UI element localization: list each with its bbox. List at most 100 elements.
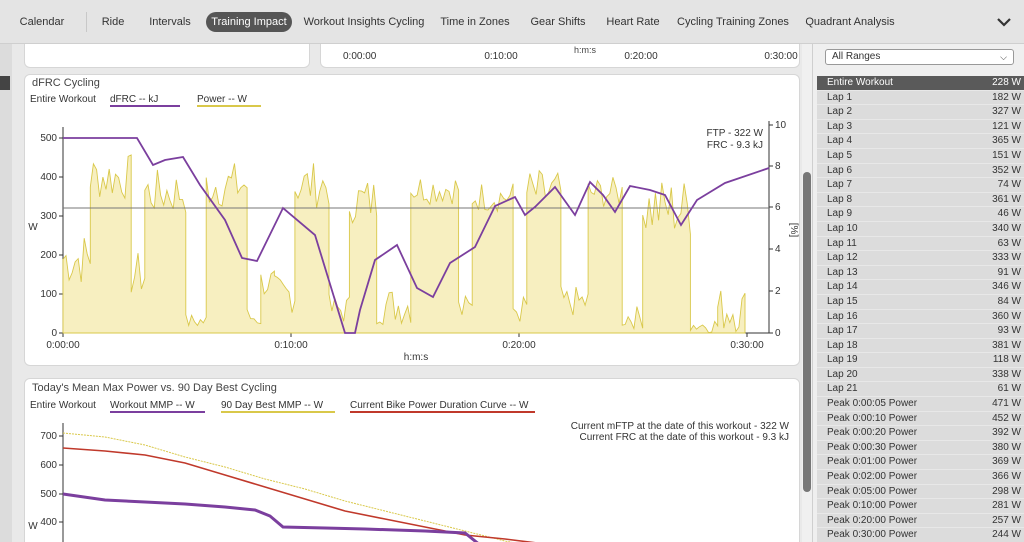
range-list-item[interactable]: Lap 6 352 W xyxy=(817,163,1024,179)
range-select-value: All Ranges xyxy=(832,51,881,62)
tab-training-impact[interactable]: Training Impact xyxy=(206,12,292,32)
y-right-tick-label: 4 xyxy=(775,244,781,255)
mmp-chart: Today's Mean Max Power vs. 90 Day Best C… xyxy=(28,382,790,542)
range-list-item[interactable]: Lap 5 151 W xyxy=(817,148,1024,164)
range-list-item[interactable]: Peak 0:10:00 Power 281 W xyxy=(817,499,1024,514)
range-item-label: Lap 3 xyxy=(827,120,853,132)
legend-dfrc: dFRC -- kJ xyxy=(110,94,158,105)
range-list-item[interactable]: Lap 1 182 W xyxy=(817,90,1024,106)
range-list-item[interactable]: Lap 9 46 W xyxy=(817,207,1024,222)
dfrc-title: dFRC Cycling xyxy=(32,77,100,89)
range-list-item[interactable]: Lap 12 333 W xyxy=(817,251,1024,266)
tab-quadrant-analysis[interactable]: Quadrant Analysis xyxy=(805,16,895,28)
range-item-value: 471 W xyxy=(992,398,1021,410)
range-list-item[interactable]: Peak 0:30:00 Power 244 W xyxy=(817,528,1024,542)
range-item-value: 61 W xyxy=(997,383,1021,395)
range-list-item[interactable]: Entire Workout 228 W xyxy=(817,76,1024,91)
tab-ride[interactable]: Ride xyxy=(101,16,125,28)
range-item-label: Peak 0:05:00 Power xyxy=(827,485,918,497)
range-list-item[interactable]: Lap 8 361 W xyxy=(817,192,1024,208)
legend-power-duration-curve: Current Bike Power Duration Curve -- W xyxy=(350,400,529,411)
range-item-label: Lap 19 xyxy=(827,354,858,366)
range-list-item[interactable]: Lap 20 338 W xyxy=(817,367,1024,383)
frc-annotation: Current FRC at the date of this workout … xyxy=(579,432,789,443)
tab-separator xyxy=(86,12,87,32)
range-list-item[interactable]: Lap 4 365 W xyxy=(817,134,1024,149)
top-x-tick: 0:10:00 xyxy=(484,51,518,62)
range-select[interactable]: All Ranges ⌵ xyxy=(825,49,1014,65)
range-list-item[interactable]: Lap 3 121 W xyxy=(817,119,1024,135)
mmp-y-tick-label: 600 xyxy=(40,460,57,471)
range-list-item[interactable]: Lap 7 74 W xyxy=(817,178,1024,193)
range-list-item[interactable]: Peak 0:01:00 Power 369 W xyxy=(817,455,1024,471)
dfrc-chart: dFRC Cycling Entire Workout dFRC -- kJ P… xyxy=(28,77,799,363)
tab-time-in-zones[interactable]: Time in Zones xyxy=(440,16,510,28)
power-duration-curve-series xyxy=(62,447,536,542)
range-list-item[interactable]: Lap 13 91 W xyxy=(817,265,1024,281)
tab-intervals[interactable]: Intervals xyxy=(149,16,191,28)
range-item-value: 151 W xyxy=(992,149,1021,161)
range-item-label: Lap 6 xyxy=(827,164,853,176)
range-item-value: 360 W xyxy=(992,310,1021,322)
tab-heart-rate[interactable]: Heart Rate xyxy=(606,16,660,28)
range-item-label: Lap 2 xyxy=(827,106,853,118)
range-list-item[interactable]: Peak 0:00:05 Power 471 W xyxy=(817,397,1024,412)
range-list-item[interactable]: Lap 11 63 W xyxy=(817,236,1024,252)
range-item-label: Entire Workout xyxy=(827,77,893,88)
90day-best-mmp-series xyxy=(62,432,513,542)
collapse-handle[interactable] xyxy=(0,76,10,90)
chevron-down-icon[interactable] xyxy=(994,12,1014,32)
range-list-item[interactable]: Peak 0:00:10 Power 452 W xyxy=(817,411,1024,427)
tab-workout-insights-cycling[interactable]: Workout Insights Cycling xyxy=(303,16,425,28)
range-item-label: Peak 0:00:30 Power xyxy=(827,441,918,453)
range-item-label: Peak 0:20:00 Power xyxy=(827,514,918,526)
range-list-item[interactable]: Peak 0:05:00 Power 298 W xyxy=(817,484,1024,500)
range-item-label: Lap 14 xyxy=(827,281,858,293)
range-item-label: Lap 21 xyxy=(827,383,858,395)
power-series xyxy=(62,154,746,334)
range-item-value: 333 W xyxy=(992,252,1021,264)
range-list-item[interactable]: Peak 0:00:20 Power 392 W xyxy=(817,426,1024,441)
range-list-item[interactable]: Peak 0:20:00 Power 257 W xyxy=(817,513,1024,529)
range-item-label: Lap 10 xyxy=(827,222,858,234)
range-item-value: 281 W xyxy=(992,500,1021,512)
top-x-axis-label: h:m:s xyxy=(574,45,597,55)
mmp-range-label: Entire Workout xyxy=(30,400,96,411)
range-list-item[interactable]: Lap 2 327 W xyxy=(817,105,1024,120)
mftp-annotation: Current mFTP at the date of this workout… xyxy=(571,421,790,432)
y-right-tick-label: 0 xyxy=(775,328,781,339)
tab-gear-shifts[interactable]: Gear Shifts xyxy=(530,16,586,28)
y-tick-label: 400 xyxy=(40,172,57,183)
y-tick-label: 100 xyxy=(40,289,57,300)
tab-cycling-training-zones[interactable]: Cycling Training Zones xyxy=(677,16,789,28)
tab-calendar[interactable]: Calendar xyxy=(19,16,65,28)
range-item-value: 392 W xyxy=(992,427,1021,439)
range-list-item[interactable]: Peak 0:00:30 Power 380 W xyxy=(817,440,1024,456)
range-list-item[interactable]: Lap 17 93 W xyxy=(817,324,1024,339)
range-list-item[interactable]: Lap 18 381 W xyxy=(817,338,1024,354)
y-tick-label: 200 xyxy=(40,250,57,261)
legend-90day-mmp: 90 Day Best MMP -- W xyxy=(221,400,324,411)
range-item-value: 182 W xyxy=(992,91,1021,103)
top-left-panel xyxy=(24,44,310,68)
range-item-value: 244 W xyxy=(992,529,1021,541)
left-collapse-strip[interactable] xyxy=(0,44,12,542)
range-item-label: Peak 0:30:00 Power xyxy=(827,529,918,541)
range-list-item[interactable]: Lap 19 118 W xyxy=(817,353,1024,368)
dfrc-ylabel-left: W xyxy=(28,222,38,233)
range-list-item[interactable]: Lap 16 360 W xyxy=(817,309,1024,325)
tab-bar: Calendar Ride Intervals Training Impact … xyxy=(0,0,1024,44)
x-tick-label: 0:20:00 xyxy=(502,340,536,351)
main-scrollbar[interactable] xyxy=(802,44,812,542)
range-list-item[interactable]: Lap 15 84 W xyxy=(817,294,1024,310)
range-item-label: Peak 0:00:05 Power xyxy=(827,398,918,410)
main-content: 0:00:00 0:10:00 0:20:00 0:30:00 h:m:s dF… xyxy=(12,44,812,542)
y-tick-label: 300 xyxy=(40,211,57,222)
range-list-item[interactable]: Lap 14 346 W xyxy=(817,280,1024,295)
main-scrollbar-thumb[interactable] xyxy=(803,172,811,492)
range-list-item[interactable]: Lap 10 340 W xyxy=(817,221,1024,237)
range-item-label: Lap 12 xyxy=(827,252,858,264)
range-list-item[interactable]: Lap 21 61 W xyxy=(817,382,1024,398)
range-list-item[interactable]: Peak 0:02:00 Power 366 W xyxy=(817,470,1024,485)
range-item-label: Peak 0:00:20 Power xyxy=(827,427,918,439)
